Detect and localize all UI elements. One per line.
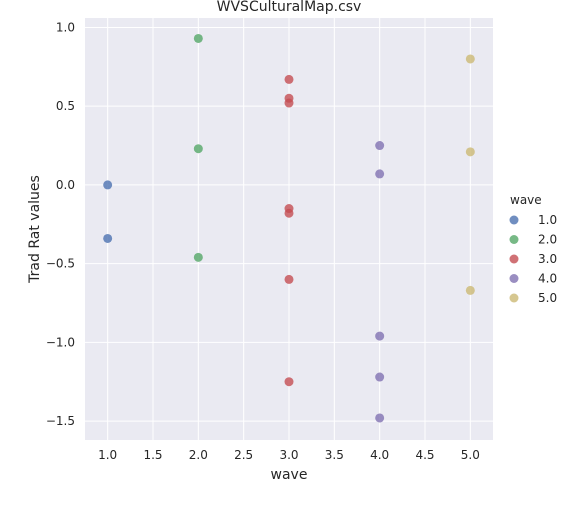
y-tick-label: 1.0 [56, 20, 75, 34]
x-tick-label: 2.0 [189, 448, 208, 462]
x-tick-label: 2.5 [234, 448, 253, 462]
y-axis-label: Trad Rat values [27, 175, 43, 284]
y-tick-label: −0.5 [46, 257, 75, 271]
legend-marker [509, 274, 519, 283]
y-tick-labels: 1.0 0.5 0.0 −0.5 −1.0 −1.5 [46, 20, 75, 428]
data-point-wave-3.0 [284, 208, 294, 218]
data-point-wave-5.0 [465, 147, 475, 157]
legend-marker [509, 215, 519, 225]
legend-marker [509, 235, 519, 244]
data-point-wave-4.0 [375, 413, 385, 423]
x-tick-labels: 1.0 1.5 2.0 2.5 3.0 3.5 4.0 4.5 5.0 [98, 448, 480, 462]
x-gridlines [107, 18, 471, 440]
data-point-wave-2.0 [193, 252, 203, 262]
data-point-wave-1.0 [103, 233, 113, 243]
x-tick-label: 3.5 [325, 448, 344, 462]
y-tick-label: 0.0 [56, 178, 75, 192]
x-tick-label: 4.0 [370, 448, 389, 462]
data-point-wave-4.0 [375, 372, 385, 382]
data-point-wave-4.0 [375, 169, 385, 179]
data-point-wave-5.0 [465, 54, 475, 64]
legend-marker [509, 293, 519, 303]
data-point-wave-3.0 [284, 98, 294, 108]
data-point-wave-5.0 [465, 285, 475, 295]
data-point-wave-1.0 [103, 180, 113, 190]
legend-label: 4.0 [538, 272, 557, 286]
x-tick-label: 1.5 [143, 448, 162, 462]
x-tick-label: 3.0 [279, 448, 298, 462]
x-axis-label: wave [271, 467, 308, 483]
data-point-wave-2.0 [193, 33, 203, 43]
chart-title: WVSCulturalMap.csv [217, 0, 362, 15]
legend: wave 1.0 2.0 3.0 4.0 5.0 [509, 193, 557, 305]
data-point-wave-4.0 [375, 331, 385, 341]
legend-title: wave [510, 193, 542, 207]
legend-marker [509, 254, 519, 264]
x-tick-label: 1.0 [98, 448, 117, 462]
data-point-wave-3.0 [284, 377, 294, 387]
data-point-wave-3.0 [284, 74, 294, 84]
y-tick-label: −1.0 [46, 335, 75, 349]
data-point-wave-3.0 [284, 274, 294, 284]
legend-label: 5.0 [538, 291, 557, 305]
x-tick-label: 4.5 [415, 448, 434, 462]
legend-label: 1.0 [538, 213, 557, 227]
data-points [103, 33, 475, 423]
x-tick-label: 5.0 [461, 448, 480, 462]
legend-label: 3.0 [538, 252, 557, 266]
data-point-wave-4.0 [375, 141, 385, 151]
data-point-wave-2.0 [193, 144, 203, 154]
legend-label: 2.0 [538, 233, 557, 247]
y-tick-label: −1.5 [46, 414, 75, 428]
y-tick-label: 0.5 [56, 99, 75, 113]
